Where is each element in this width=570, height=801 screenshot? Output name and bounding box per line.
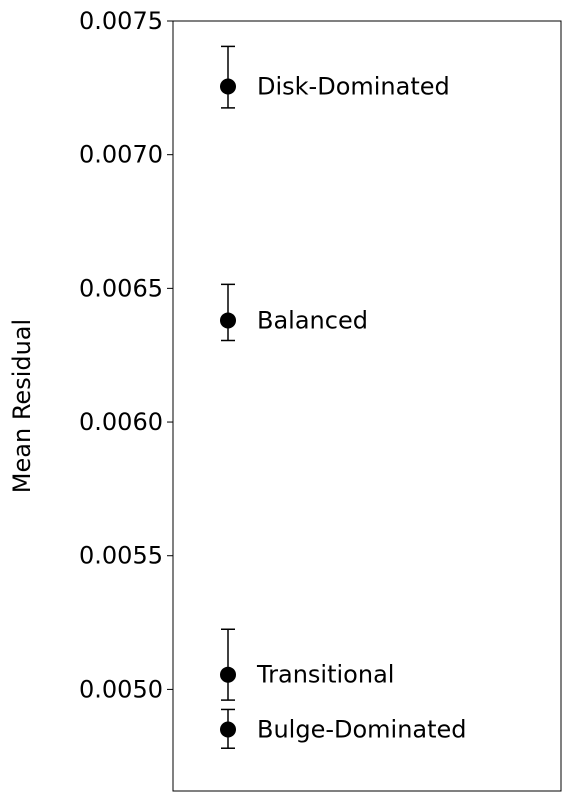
- y-tick-label: 0.0065: [79, 274, 163, 302]
- error-bars: [221, 45, 235, 749]
- point-label: Bulge-Dominated: [257, 716, 467, 744]
- y-axis-label: Mean Residual: [8, 319, 36, 493]
- data-point: [220, 666, 236, 683]
- data-point: [220, 312, 236, 329]
- y-axis: 0.0075 0.0070 0.0065 0.0060 0.0055 0.0050: [79, 7, 173, 703]
- data-point: [220, 721, 236, 738]
- y-tick-label: 0.0050: [79, 675, 163, 703]
- y-tick-label: 0.0075: [79, 7, 163, 35]
- plot-frame: [172, 20, 562, 792]
- y-tick-label: 0.0070: [79, 141, 163, 169]
- data-points: [220, 78, 236, 738]
- y-tick-label: 0.0060: [79, 408, 163, 436]
- point-label: Balanced: [257, 306, 368, 334]
- y-tick-label: 0.0055: [79, 542, 163, 570]
- point-label: Disk-Dominated: [257, 73, 450, 101]
- data-point: [220, 78, 236, 95]
- point-labels: Disk-Dominated Balanced Transitional Bulge-…: [256, 73, 467, 744]
- point-label: Transitional: [256, 661, 394, 689]
